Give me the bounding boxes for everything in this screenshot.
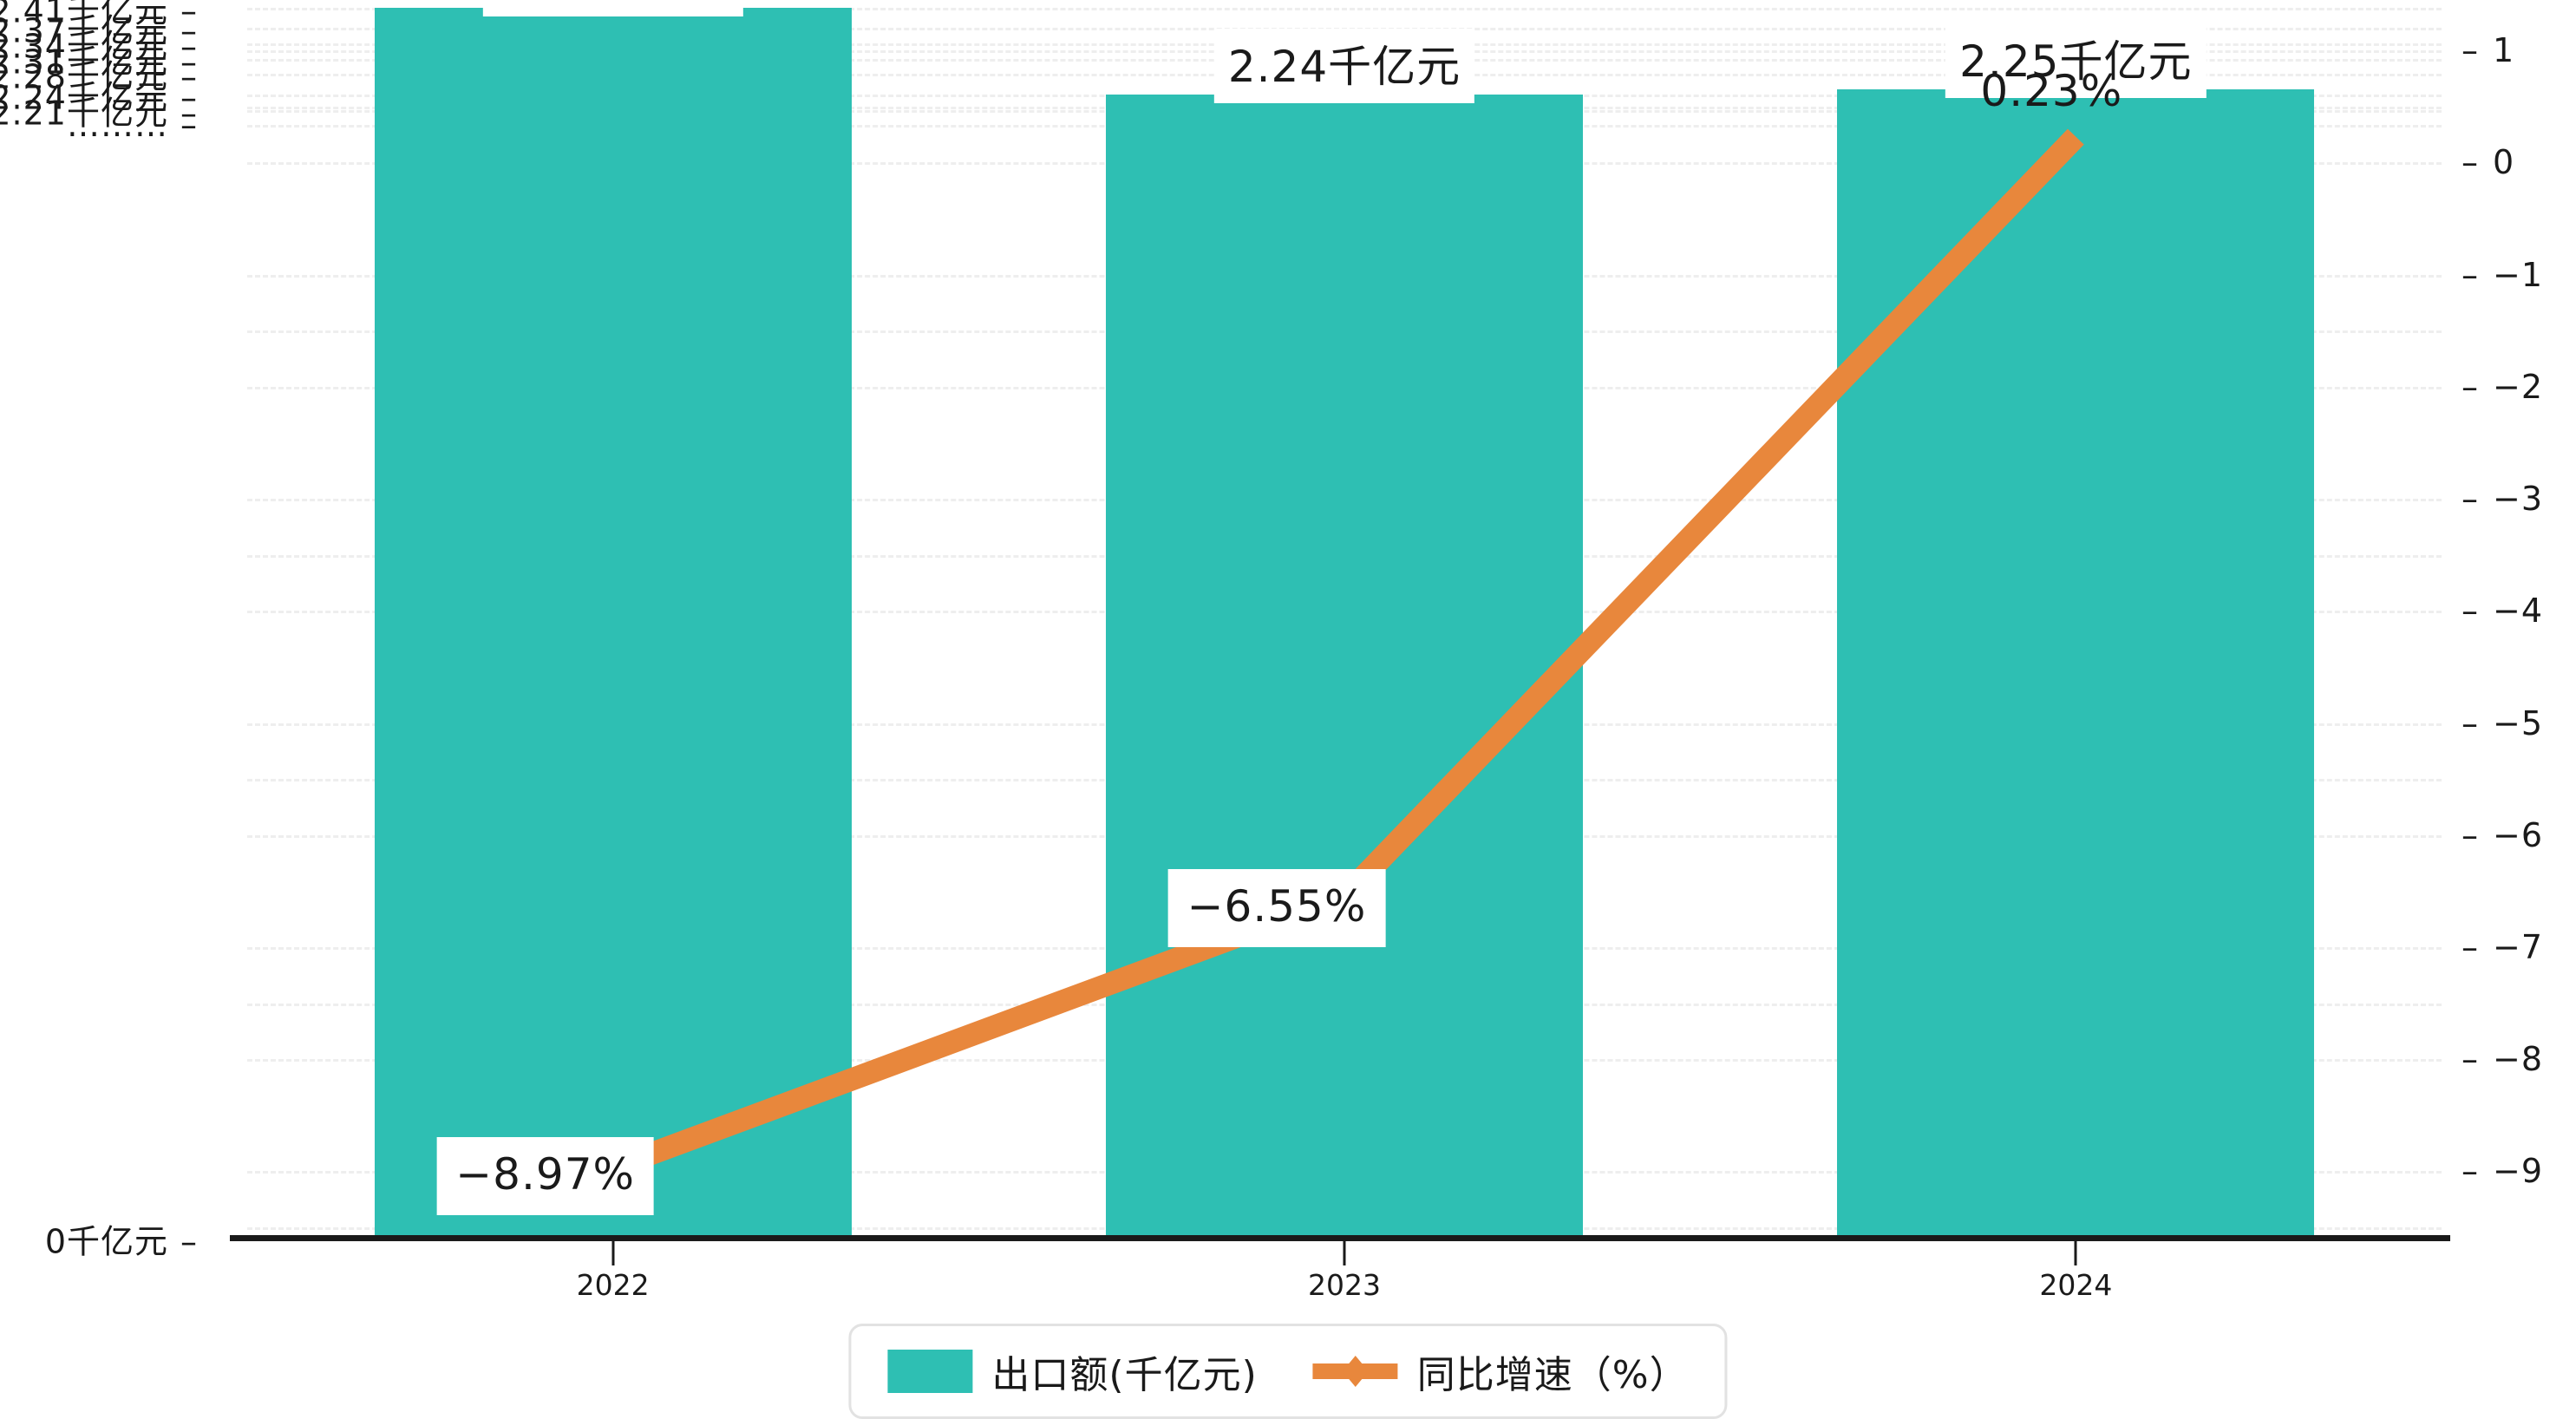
right-y-tick: – −8 [2462,1040,2543,1078]
legend-item-bar[interactable]: 出口额(千亿元) [887,1344,1257,1399]
tick-mark: – [180,106,198,145]
tick-mark: – [180,43,198,82]
left-y-tick: 2.41千亿元 – [0,0,198,31]
left-y-tick-label: 2.37千亿元 [0,11,168,50]
tick-mark: – [180,78,198,117]
x-tick-mark [2074,1241,2077,1265]
right-y-tick-label: 1 [2493,31,2515,70]
right-y-tick-label: −8 [2493,1040,2544,1079]
right-y-tick-label: −7 [2493,928,2544,966]
left-y-tick-label: 2.41千亿元 [0,0,168,30]
gridline [247,7,2442,10]
right-y-tick: –0 [2462,143,2514,181]
legend-item-line[interactable]: 同比增速（%） [1312,1344,1689,1399]
x-axis-baseline [230,1235,2450,1241]
right-y-tick: – −9 [2462,1152,2543,1190]
left-y-tick: 2.21千亿元 – [0,86,198,134]
bar-value-label: 2.25千亿元 [1945,23,2207,99]
right-y-tick-label: −6 [2493,815,2544,854]
left-y-tick: ……… – [67,106,198,144]
x-tick-mark [611,1241,615,1265]
tick-mark: – [2462,31,2479,70]
line-swatch-icon [1312,1350,1398,1393]
plot-area [247,0,2442,1239]
tick-mark: – [2462,480,2479,519]
tick-mark: – [180,1222,198,1261]
line-value-label: −8.97% [436,1136,655,1215]
tick-mark: – [2462,143,2479,182]
tick-mark: – [2462,1152,2479,1191]
tick-mark: – [2462,815,2479,854]
left-y-tick: 0千亿元 – [45,1215,198,1263]
left-y-tick-label: 2.28千亿元 [0,57,168,96]
left-y-tick: 2.34千亿元 – [0,20,198,68]
bar-value-label: 2.41千亿元 [482,0,743,16]
x-tick-label: 2024 [2039,1268,2113,1302]
tick-mark: – [180,11,198,50]
right-y-tick: – −4 [2462,592,2543,630]
x-tick-mark [1343,1241,1346,1265]
bar[interactable] [1106,94,1583,1239]
left-y-tick-label: 2.34千亿元 [0,27,168,66]
left-y-tick: 2.37千亿元 – [0,4,198,52]
bar-value-label: 2.24千亿元 [1213,28,1475,103]
right-y-tick-label: −2 [2493,367,2544,406]
left-y-tick: 2.24千亿元 – [0,70,198,118]
right-y-tick: – −7 [2462,928,2543,966]
tick-mark: – [180,0,198,30]
right-y-tick-label: −1 [2493,255,2544,294]
x-tick-label: 2022 [576,1268,650,1302]
right-y-tick: – −2 [2462,368,2543,406]
right-y-tick: – −1 [2462,256,2543,294]
bar-swatch-icon [887,1350,973,1393]
chart-legend: 出口额(千亿元) 同比增速（%） [848,1324,1728,1419]
left-y-tick: 2.31千亿元 – [0,35,198,82]
right-y-tick-label: −4 [2493,592,2544,631]
left-y-tick-label: 2.31千亿元 [0,43,168,82]
bar[interactable] [1837,89,2315,1239]
tick-mark: – [180,57,198,96]
right-y-tick-label: 0 [2493,143,2515,182]
tick-mark: – [180,27,198,66]
right-y-tick: – −6 [2462,816,2543,854]
left-y-tick-label: 0千亿元 [44,1222,168,1261]
right-y-tick-label: −5 [2493,703,2544,742]
tick-mark: – [2462,1040,2479,1079]
left-y-tick-label: 2.24千亿元 [0,78,168,117]
tick-mark: – [2462,255,2479,294]
right-y-tick: – −5 [2462,704,2543,742]
bar[interactable] [374,7,852,1239]
legend-item-label: 同比增速（%） [1416,1353,1689,1397]
tick-mark: – [2462,703,2479,742]
tick-mark: – [180,94,198,133]
tick-mark: – [2462,367,2479,406]
left-y-tick-label: 2.21千亿元 [0,94,168,133]
left-y-tick-label: ……… [67,106,168,145]
line-series-layer [609,128,2084,1179]
right-y-tick: – −3 [2462,480,2543,518]
tick-mark: – [2462,592,2479,631]
tick-mark: – [2462,928,2479,966]
line-value-label: −6.55% [1167,868,1386,947]
x-tick-label: 2023 [1308,1268,1381,1302]
legend-item-label: 出口额(千亿元) [991,1353,1258,1397]
right-y-tick-label: −9 [2493,1152,2544,1191]
right-y-tick-label: −3 [2493,480,2544,519]
left-y-tick: 2.28千亿元 – [0,50,198,98]
line-value-label: 0.23% [1980,65,2123,116]
line-series-path [609,128,2084,1179]
right-y-tick: –1 [2462,31,2514,69]
